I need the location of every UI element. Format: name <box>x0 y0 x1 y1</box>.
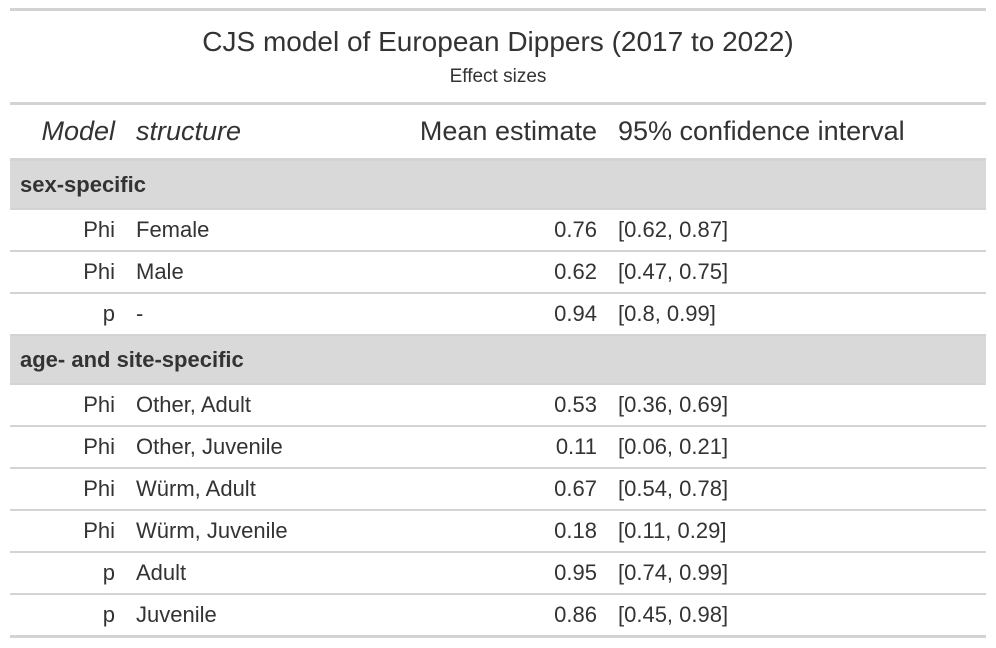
cell-structure: Female <box>125 209 384 252</box>
table-title: CJS model of European Dippers (2017 to 2… <box>202 26 794 57</box>
cell-mean-estimate: 0.18 <box>384 510 607 553</box>
cell-structure: Juvenile <box>125 594 384 638</box>
table-subtitle: Effect sizes <box>449 66 547 87</box>
table-row: Phi Male 0.62 [0.47, 0.75] <box>10 251 986 294</box>
column-header-confidence-interval: 95% confidence interval <box>607 105 986 161</box>
group-row-age-and-site-specific: age- and site-specific <box>10 335 986 385</box>
cell-structure: Würm, Adult <box>125 468 384 511</box>
cell-mean-estimate: 0.53 <box>384 384 607 427</box>
cell-model: p <box>10 594 125 638</box>
cell-mean-estimate: 0.95 <box>384 552 607 595</box>
effect-sizes-table: Model structure Mean estimate 95% confid… <box>10 105 986 638</box>
cell-confidence-interval: [0.47, 0.75] <box>607 251 986 294</box>
table-row: p Adult 0.95 [0.74, 0.99] <box>10 552 986 595</box>
cell-confidence-interval: [0.11, 0.29] <box>607 510 986 553</box>
cell-model: Phi <box>10 510 125 553</box>
cell-confidence-interval: [0.74, 0.99] <box>607 552 986 595</box>
top-rule <box>10 8 986 11</box>
cell-mean-estimate: 0.67 <box>384 468 607 511</box>
table-row: Phi Other, Juvenile 0.11 [0.06, 0.21] <box>10 426 986 469</box>
heading-rule <box>10 102 986 105</box>
table-row: p Juvenile 0.86 [0.45, 0.98] <box>10 594 986 638</box>
cell-model: Phi <box>10 468 125 511</box>
column-header-structure: structure <box>125 105 384 161</box>
table-row: p - 0.94 [0.8, 0.99] <box>10 293 986 336</box>
cell-mean-estimate: 0.62 <box>384 251 607 294</box>
cell-structure: Other, Juvenile <box>125 426 384 469</box>
cell-confidence-interval: [0.62, 0.87] <box>607 209 986 252</box>
group-label: sex-specific <box>10 159 986 210</box>
cell-structure: - <box>125 293 384 336</box>
cell-model: Phi <box>10 251 125 294</box>
cell-structure: Other, Adult <box>125 384 384 427</box>
table-row: Phi Female 0.76 [0.62, 0.87] <box>10 209 986 252</box>
cell-model: Phi <box>10 426 125 469</box>
group-label: age- and site-specific <box>10 335 986 385</box>
cell-structure: Male <box>125 251 384 294</box>
results-table-container: CJS model of European Dippers (2017 to 2… <box>10 8 986 638</box>
cell-model: p <box>10 293 125 336</box>
cell-model: p <box>10 552 125 595</box>
table-row: Phi Würm, Adult 0.67 [0.54, 0.78] <box>10 468 986 511</box>
column-header-model: Model <box>10 105 125 161</box>
cell-model: Phi <box>10 209 125 252</box>
cell-mean-estimate: 0.76 <box>384 209 607 252</box>
cell-structure: Würm, Juvenile <box>125 510 384 553</box>
cell-confidence-interval: [0.54, 0.78] <box>607 468 986 511</box>
cell-confidence-interval: [0.36, 0.69] <box>607 384 986 427</box>
column-header-row: Model structure Mean estimate 95% confid… <box>10 105 986 161</box>
column-header-mean-estimate: Mean estimate <box>384 105 607 161</box>
cell-model: Phi <box>10 384 125 427</box>
table-row: Phi Würm, Juvenile 0.18 [0.11, 0.29] <box>10 510 986 553</box>
cell-confidence-interval: [0.8, 0.99] <box>607 293 986 336</box>
table-row: Phi Other, Adult 0.53 [0.36, 0.69] <box>10 384 986 427</box>
cell-structure: Adult <box>125 552 384 595</box>
cell-mean-estimate: 0.86 <box>384 594 607 638</box>
group-row-sex-specific: sex-specific <box>10 159 986 210</box>
cell-confidence-interval: [0.45, 0.98] <box>607 594 986 638</box>
cell-confidence-interval: [0.06, 0.21] <box>607 426 986 469</box>
cell-mean-estimate: 0.94 <box>384 293 607 336</box>
cell-mean-estimate: 0.11 <box>384 426 607 469</box>
